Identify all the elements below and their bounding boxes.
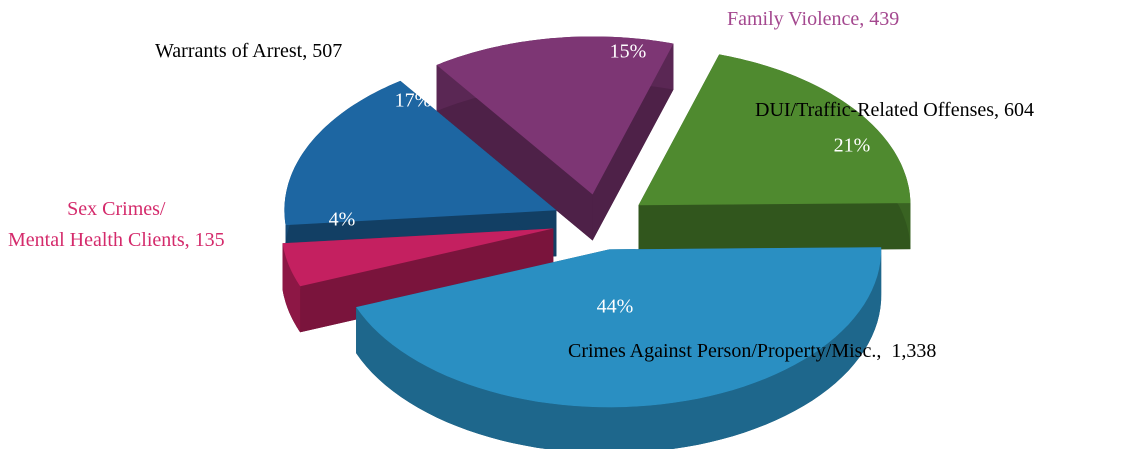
data-label: Crimes Against Person/Property/Misc., 1,… xyxy=(568,340,937,362)
percent-label: 15% xyxy=(609,40,647,63)
slice xyxy=(638,54,911,206)
slice xyxy=(284,80,557,226)
percent-label: 44% xyxy=(596,295,634,318)
slice-side xyxy=(436,65,593,241)
data-label: Family Violence, 439 xyxy=(727,8,900,30)
data-label: Sex Crimes/ Mental Health Clients, 135 xyxy=(8,198,225,251)
slice-side xyxy=(592,43,674,241)
slice xyxy=(436,36,674,195)
slice-wall xyxy=(356,247,882,449)
slice xyxy=(356,247,882,408)
slice-wall xyxy=(282,243,301,333)
percent-label: 17% xyxy=(394,89,432,112)
percent-label: 4% xyxy=(328,208,356,231)
data-label: Warrants of Arrest, 507 xyxy=(155,40,343,62)
slice xyxy=(282,228,554,287)
data-label: DUI/Traffic-Related Offenses, 604 xyxy=(755,99,1035,121)
slice-side xyxy=(638,203,911,252)
percent-label: 21% xyxy=(833,134,871,157)
